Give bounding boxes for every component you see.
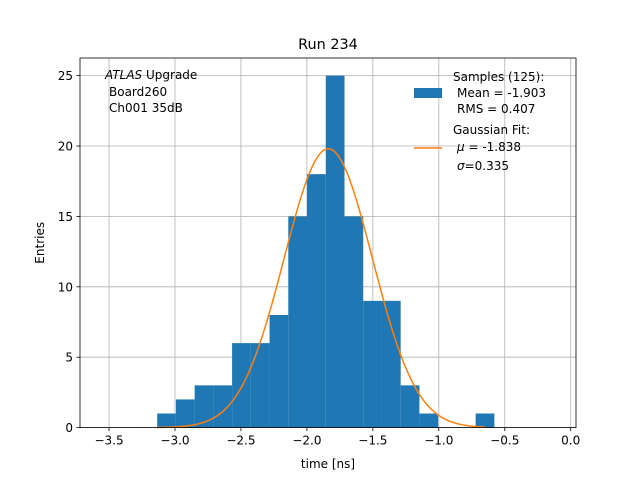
- y-tick-label: 0: [65, 421, 73, 435]
- atlas-annotation: ATLAS Upgrade Board260 Ch001 35dB: [104, 68, 197, 115]
- histogram-bar: [232, 343, 251, 428]
- histogram-bar: [288, 216, 308, 428]
- histogram-bar: [325, 75, 345, 428]
- legend-fit-sigma: σ=0.335: [457, 159, 509, 173]
- histogram-bar: [157, 413, 176, 428]
- histogram-bar: [344, 216, 364, 428]
- histogram-bar: [175, 399, 195, 428]
- plot-frame: [79, 57, 577, 429]
- y-axis-ticks: 0 5 10 15 20 25: [58, 69, 80, 435]
- x-tick-label: −2.5: [226, 434, 255, 448]
- annotation-upgrade: Upgrade: [142, 68, 197, 82]
- x-tick-label: −2.0: [292, 434, 321, 448]
- legend-samples-rms: RMS = 0.407: [457, 102, 535, 116]
- y-tick-label: 25: [58, 69, 73, 83]
- x-axis-ticks: −3.5 −3.0 −2.5 −2.0 −1.5 −1.0 −0.5 0.0: [94, 427, 580, 448]
- annotation-channel: Ch001 35dB: [109, 101, 183, 115]
- y-tick-label: 10: [58, 280, 73, 294]
- y-axis-label: Entries: [33, 222, 47, 264]
- x-tick-label: −3.0: [160, 434, 189, 448]
- histogram-bar: [250, 343, 270, 428]
- legend-mu-value: = -1.838: [465, 140, 521, 154]
- x-axis-label: time [ns]: [301, 457, 355, 471]
- histogram-bar: [381, 300, 401, 428]
- y-tick-label: 15: [58, 210, 73, 224]
- legend-samples-mean: Mean = -1.903: [457, 86, 546, 100]
- x-tick-label: 0.0: [561, 434, 580, 448]
- legend: Samples (125): Mean = -1.903 RMS = 0.407…: [414, 70, 546, 173]
- histogram-bar: [363, 300, 382, 428]
- annotation-board: Board260: [109, 85, 167, 99]
- y-tick-label: 5: [65, 351, 73, 365]
- histogram-bar: [400, 385, 420, 428]
- annotation-line-1: ATLAS Upgrade: [104, 68, 197, 82]
- annotation-atlas: ATLAS: [104, 68, 143, 82]
- x-tick-label: −3.5: [94, 434, 123, 448]
- legend-samples-swatch: [414, 88, 442, 98]
- legend-fit-title: Gaussian Fit:: [453, 123, 530, 137]
- x-tick-label: −0.5: [490, 434, 519, 448]
- chart-title: Run 234: [298, 37, 358, 53]
- legend-mu-symbol: μ: [456, 140, 465, 154]
- legend-fit-mu: μ = -1.838: [456, 140, 521, 154]
- y-tick-label: 20: [58, 140, 73, 154]
- histogram-bar: [419, 413, 439, 428]
- histogram-bar: [475, 413, 495, 428]
- gaussian-fit-curve: [157, 148, 486, 429]
- x-tick-label: −1.5: [358, 434, 387, 448]
- histogram-bar: [194, 385, 214, 428]
- histogram-bars: [157, 75, 495, 428]
- histogram-bar: [307, 174, 326, 428]
- histogram-bar: [269, 314, 289, 428]
- legend-sigma-value: =0.335: [465, 159, 509, 173]
- histogram-bar: [213, 385, 233, 428]
- legend-sigma-symbol: σ: [457, 159, 465, 173]
- legend-samples-title: Samples (125):: [453, 70, 544, 84]
- x-tick-label: −1.0: [424, 434, 453, 448]
